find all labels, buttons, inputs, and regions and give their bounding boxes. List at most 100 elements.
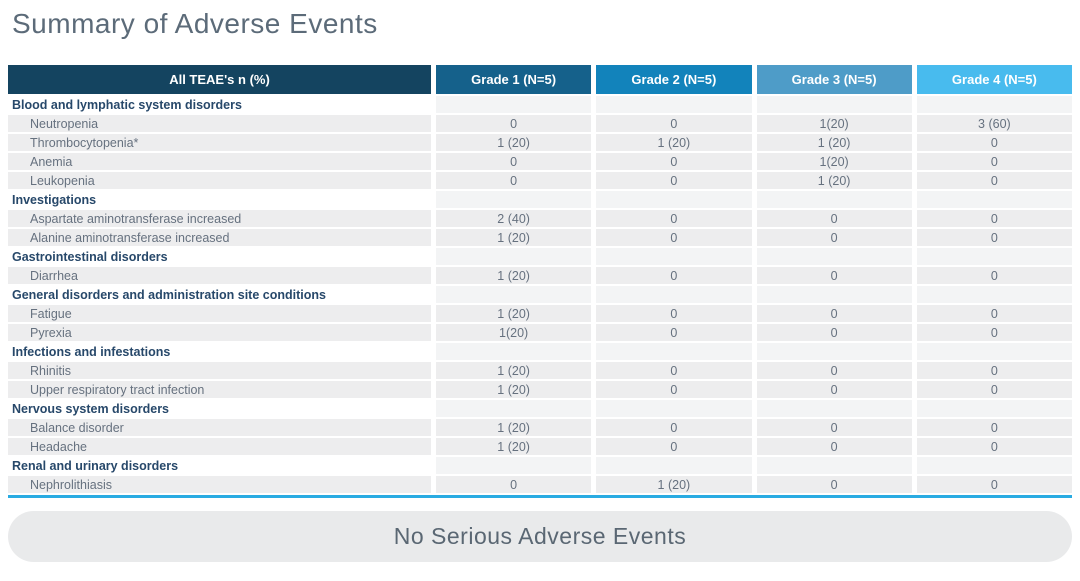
event-value-grade-4: 0 (916, 267, 1072, 284)
event-value-grade-2: 0 (596, 305, 752, 322)
event-row-label: Balance disorder (8, 419, 431, 436)
event-value-grade-2: 0 (596, 229, 752, 246)
category-row-spacer (596, 96, 752, 113)
category-row-label: Renal and urinary disorders (8, 457, 431, 474)
event-row-label: Diarrhea (8, 267, 431, 284)
event-row-label: Pyrexia (8, 324, 431, 341)
category-row-spacer (436, 457, 592, 474)
category-row-spacer (756, 400, 912, 417)
event-value-grade-3: 0 (756, 438, 912, 455)
event-value-grade-3: 0 (756, 476, 912, 493)
category-row-spacer (436, 191, 592, 208)
event-value-grade-3: 0 (756, 305, 912, 322)
category-row-label: Infections and infestations (8, 343, 431, 360)
category-row-spacer (916, 343, 1072, 360)
category-row-spacer (916, 96, 1072, 113)
category-row-spacer (756, 457, 912, 474)
event-row-label: Neutropenia (8, 115, 431, 132)
column-header-grade-2: Grade 2 (N=5) (596, 65, 752, 94)
event-value-grade-3: 0 (756, 229, 912, 246)
event-value-grade-4: 0 (916, 324, 1072, 341)
event-value-grade-2: 0 (596, 172, 752, 189)
category-row-spacer (596, 343, 752, 360)
category-row-spacer (756, 286, 912, 303)
category-row-spacer (436, 343, 592, 360)
event-value-grade-3: 1(20) (756, 153, 912, 170)
event-row-label: Fatigue (8, 305, 431, 322)
category-row-label: Nervous system disorders (8, 400, 431, 417)
event-row-label: Aspartate aminotransferase increased (8, 210, 431, 227)
event-value-grade-2: 0 (596, 381, 752, 398)
event-row-label: Leukopenia (8, 172, 431, 189)
event-row-label: Upper respiratory tract infection (8, 381, 431, 398)
event-value-grade-4: 0 (916, 172, 1072, 189)
column-header-grade-4: Grade 4 (N=5) (916, 65, 1072, 94)
event-value-grade-4: 0 (916, 210, 1072, 227)
event-value-grade-1: 1 (20) (436, 362, 592, 379)
event-value-grade-1: 1 (20) (436, 134, 592, 151)
column-header-grade-1: Grade 1 (N=5) (436, 65, 592, 94)
adverse-events-table: All TEAE's n (%) Grade 1 (N=5) Grade 2 (… (8, 65, 1072, 498)
event-value-grade-4: 0 (916, 362, 1072, 379)
event-value-grade-3: 1(20) (756, 115, 912, 132)
event-value-grade-2: 0 (596, 115, 752, 132)
event-row-label: Headache (8, 438, 431, 455)
category-row-spacer (756, 343, 912, 360)
event-value-grade-3: 1 (20) (756, 134, 912, 151)
category-row-spacer (436, 286, 592, 303)
event-value-grade-4: 0 (916, 305, 1072, 322)
category-row-label: General disorders and administration sit… (8, 286, 431, 303)
event-row-label: Thrombocytopenia* (8, 134, 431, 151)
category-row-spacer (596, 286, 752, 303)
event-value-grade-3: 0 (756, 381, 912, 398)
category-row-spacer (756, 191, 912, 208)
event-value-grade-1: 1 (20) (436, 381, 592, 398)
event-value-grade-1: 0 (436, 153, 592, 170)
event-value-grade-2: 0 (596, 153, 752, 170)
event-value-grade-2: 1 (20) (596, 476, 752, 493)
column-header-grade-3: Grade 3 (N=5) (756, 65, 912, 94)
event-value-grade-2: 0 (596, 438, 752, 455)
slide: Summary of Adverse Events All TEAE's n (… (0, 8, 1080, 581)
event-value-grade-4: 0 (916, 419, 1072, 436)
event-row-label: Nephrolithiasis (8, 476, 431, 493)
event-value-grade-1: 1 (20) (436, 267, 592, 284)
category-row-label: Gastrointestinal disorders (8, 248, 431, 265)
category-row-label: Blood and lymphatic system disorders (8, 96, 431, 113)
event-value-grade-1: 1 (20) (436, 419, 592, 436)
category-row-spacer (916, 457, 1072, 474)
event-value-grade-2: 1 (20) (596, 134, 752, 151)
category-row-spacer (436, 400, 592, 417)
event-value-grade-2: 0 (596, 267, 752, 284)
category-row-spacer (436, 248, 592, 265)
event-value-grade-3: 0 (756, 419, 912, 436)
category-row-spacer (916, 286, 1072, 303)
event-value-grade-3: 0 (756, 267, 912, 284)
event-value-grade-2: 0 (596, 419, 752, 436)
page-title: Summary of Adverse Events (12, 8, 378, 39)
event-value-grade-2: 0 (596, 362, 752, 379)
category-row-spacer (916, 248, 1072, 265)
table-header-row: All TEAE's n (%) Grade 1 (N=5) Grade 2 (… (8, 65, 1072, 94)
event-value-grade-4: 0 (916, 229, 1072, 246)
event-value-grade-2: 0 (596, 210, 752, 227)
event-value-grade-1: 1 (20) (436, 229, 592, 246)
no-serious-adverse-events-banner: No Serious Adverse Events (8, 511, 1072, 562)
event-value-grade-4: 3 (60) (916, 115, 1072, 132)
event-value-grade-1: 0 (436, 115, 592, 132)
column-header-all-teaes: All TEAE's n (%) (8, 65, 431, 94)
event-value-grade-4: 0 (916, 438, 1072, 455)
event-value-grade-4: 0 (916, 381, 1072, 398)
event-value-grade-3: 0 (756, 362, 912, 379)
category-row-spacer (916, 191, 1072, 208)
event-value-grade-3: 0 (756, 324, 912, 341)
event-value-grade-1: 0 (436, 476, 592, 493)
category-row-spacer (596, 191, 752, 208)
category-row-spacer (596, 248, 752, 265)
event-value-grade-1: 1 (20) (436, 305, 592, 322)
event-value-grade-1: 2 (40) (436, 210, 592, 227)
event-value-grade-4: 0 (916, 476, 1072, 493)
event-row-label: Rhinitis (8, 362, 431, 379)
event-value-grade-1: 0 (436, 172, 592, 189)
event-value-grade-2: 0 (596, 324, 752, 341)
